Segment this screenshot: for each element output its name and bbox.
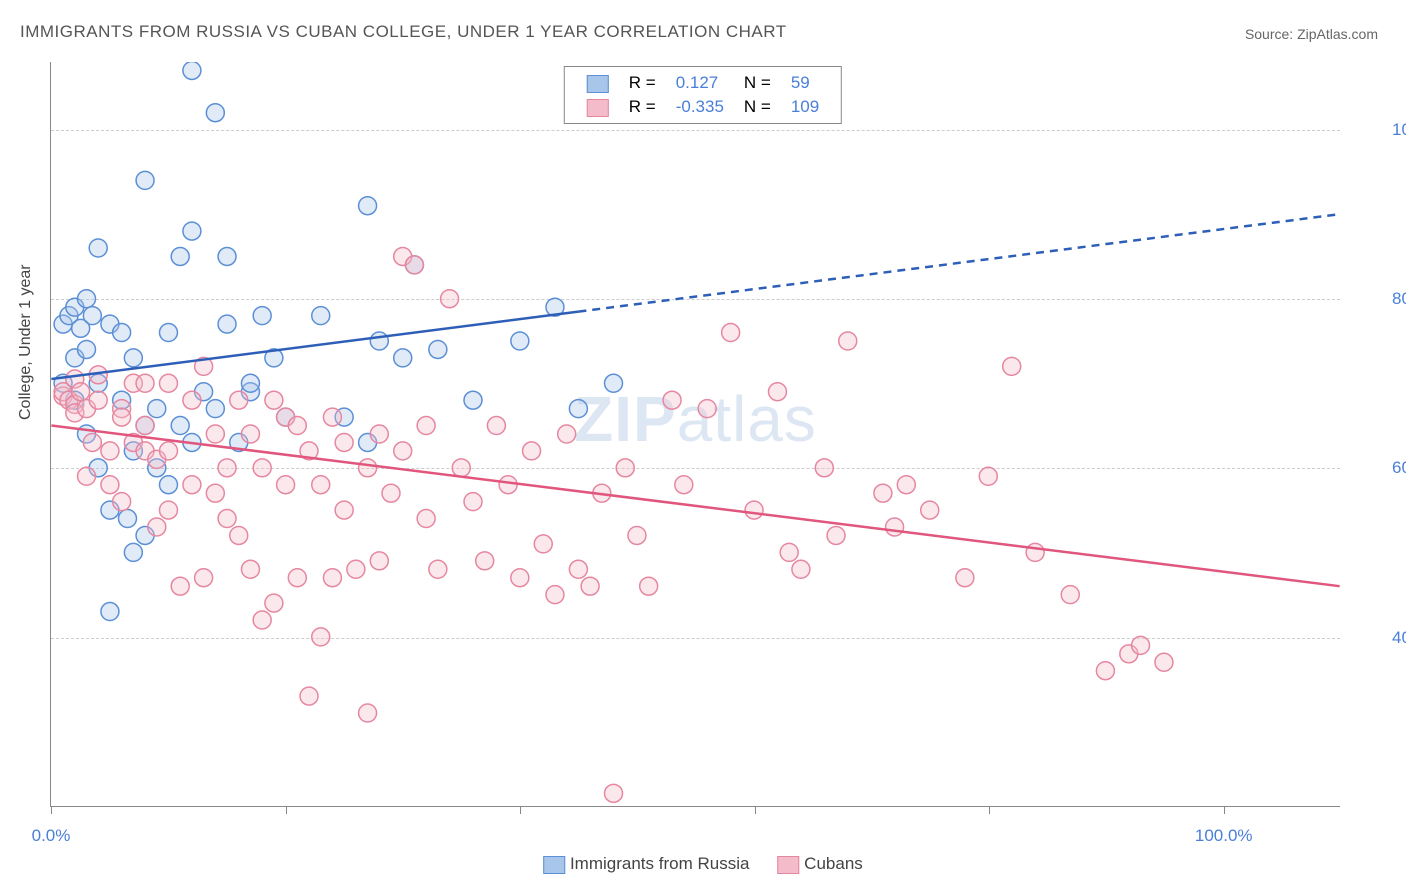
legend-n-value: 109 [781,95,829,119]
legend-r-value: 0.127 [666,71,734,95]
series-legend: Immigrants from Russia Cubans [529,854,877,874]
legend-item: Cubans [777,854,862,874]
legend-r-label: R = [619,71,666,95]
legend-n-value: 59 [781,71,829,95]
legend-r-value: -0.335 [666,95,734,119]
x-tick [755,806,756,814]
x-tick [1224,806,1225,814]
x-tick-label: 0.0% [32,826,71,846]
correlation-legend: R =0.127N =59 R =-0.335N =109 [564,66,842,124]
legend-swatch [587,99,609,117]
legend-label: Immigrants from Russia [570,854,749,873]
legend-swatch [543,856,565,874]
x-tick [989,806,990,814]
x-tick [520,806,521,814]
plot-area: ZIPatlas 40.0%60.0%80.0%100.0%0.0%100.0% [50,62,1340,807]
legend-n-label: N = [734,95,781,119]
legend-r-label: R = [619,95,666,119]
y-tick-label: 60.0% [1392,458,1406,478]
legend-label: Cubans [804,854,863,873]
y-tick-label: 100.0% [1392,120,1406,140]
source-label: Source: ZipAtlas.com [1245,26,1378,42]
legend-n-label: N = [734,71,781,95]
x-tick-label: 100.0% [1195,826,1253,846]
y-tick-label: 80.0% [1392,289,1406,309]
scatter-plot-svg [51,62,1340,806]
chart-container: IMMIGRANTS FROM RUSSIA VS CUBAN COLLEGE,… [0,0,1406,892]
legend-swatch [587,75,609,93]
legend-item: Immigrants from Russia [543,854,749,874]
x-tick [51,806,52,814]
y-tick-label: 40.0% [1392,628,1406,648]
y-axis-label: College, Under 1 year [17,264,35,420]
chart-title: IMMIGRANTS FROM RUSSIA VS CUBAN COLLEGE,… [20,22,787,42]
legend-swatch [777,856,799,874]
x-tick [286,806,287,814]
